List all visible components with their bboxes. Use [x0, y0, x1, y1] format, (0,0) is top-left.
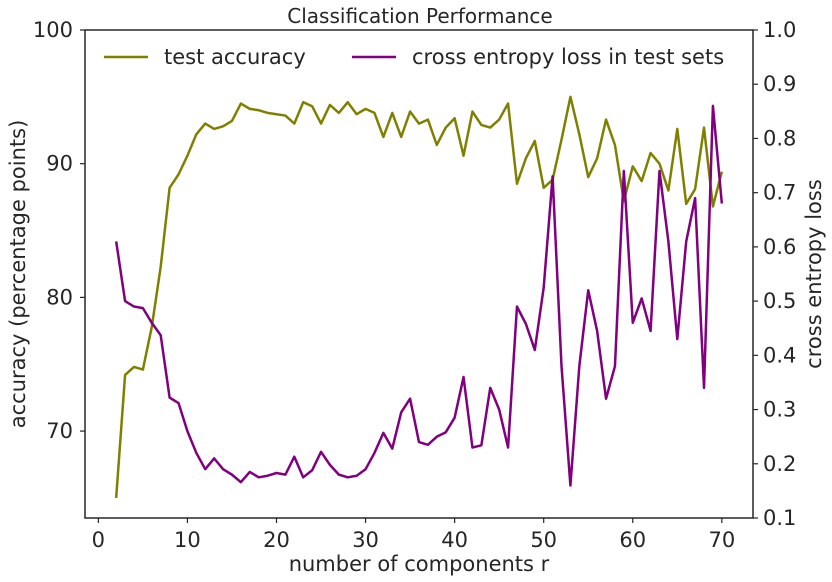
plot-frame: [84, 29, 754, 519]
y2-tick-label: 0.8: [763, 126, 796, 150]
legend-label-test-accuracy: test accuracy: [164, 45, 306, 69]
y2-tick-label: 0.4: [763, 343, 796, 367]
x-tick-label: 70: [708, 528, 735, 552]
x-axis-ticks: 0 10 20 30 40 50 60 70: [92, 518, 735, 552]
y-tick-label: 80: [46, 285, 73, 309]
x-tick-label: 0: [92, 528, 105, 552]
legend: test accuracy cross entropy loss in test…: [104, 45, 724, 69]
y-tick-label: 100: [33, 18, 73, 42]
y2-tick-label: 0.9: [763, 72, 796, 96]
y-axis-ticks: 70 80 90 100: [33, 18, 85, 443]
plot-area: [114, 95, 724, 499]
y2-axis-label: cross entropy loss: [802, 179, 826, 369]
y2-tick-label: 0.3: [763, 398, 796, 422]
x-tick-label: 10: [174, 528, 201, 552]
legend-label-cross-entropy: cross entropy loss in test sets: [412, 45, 724, 69]
series-line-cross-entropy: [114, 104, 724, 487]
x-axis-label: number of components r: [289, 552, 550, 576]
y2-tick-label: 0.7: [763, 181, 796, 205]
x-tick-label: 30: [352, 528, 379, 552]
y2-tick-label: 0.2: [763, 452, 796, 476]
series-line-test-accuracy: [114, 95, 724, 499]
chart-title: Classification Performance: [287, 4, 552, 28]
y-tick-label: 90: [46, 152, 73, 176]
x-tick-label: 50: [530, 528, 557, 552]
x-tick-label: 20: [263, 528, 290, 552]
y2-axis-ticks: 0.1 0.2 0.3 0.4 0.5 0.6 0.7 0.8 0.9 1.0: [753, 18, 796, 530]
y2-tick-label: 0.6: [763, 235, 796, 259]
y2-tick-label: 0.5: [763, 289, 796, 313]
y-axis-label: accuracy (percentage points): [6, 120, 30, 429]
y2-tick-label: 1.0: [763, 18, 796, 42]
x-tick-label: 60: [619, 528, 646, 552]
y-tick-label: 70: [46, 419, 73, 443]
y2-tick-label: 0.1: [763, 506, 796, 530]
x-tick-label: 40: [441, 528, 468, 552]
